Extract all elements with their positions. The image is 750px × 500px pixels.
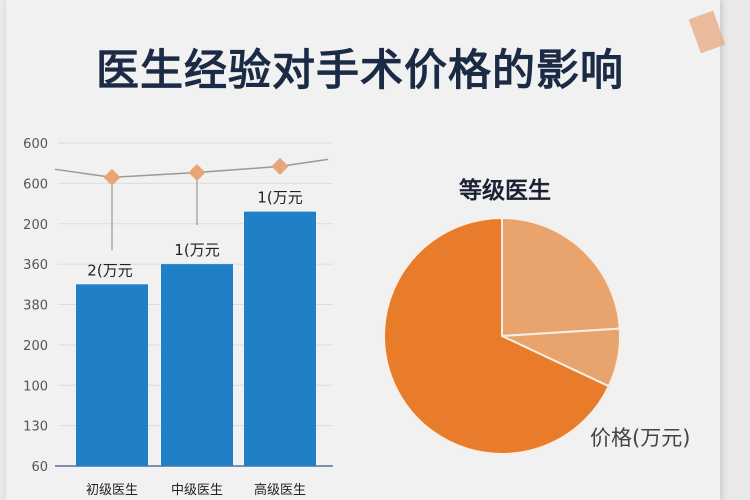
line-marker <box>271 157 289 175</box>
y-tick-label: 600 <box>23 177 48 192</box>
bar <box>76 284 148 466</box>
pie-title: 等级医生 <box>459 177 551 204</box>
bar-data-label: 1(万元 <box>257 189 302 207</box>
pie-slice <box>383 216 611 455</box>
y-tick-label: 200 <box>23 339 48 354</box>
y-tick-label: 60 <box>31 460 48 475</box>
y-tick-label: 130 <box>23 420 48 435</box>
page-title: 医生经验对手术价格的影响 <box>96 46 624 96</box>
x-tick-label: 初级医生 <box>86 483 138 498</box>
line-marker <box>103 168 121 186</box>
pie-slice <box>501 216 621 338</box>
y-tick-label: 380 <box>23 299 48 314</box>
x-tick-label: 高级医生 <box>254 482 306 498</box>
line-marker <box>188 163 206 181</box>
bar <box>244 211 316 466</box>
bar-data-label: 2(万元 <box>87 261 132 279</box>
bar <box>161 264 233 466</box>
y-tick-label: 200 <box>23 218 48 233</box>
y-tick-label: 600 <box>23 137 48 152</box>
y-tick-label: 100 <box>23 379 48 394</box>
x-tick-label: 中级医生 <box>171 483 223 498</box>
bar-data-label: 1(万元 <box>174 241 219 259</box>
y-tick-label: 360 <box>23 258 48 273</box>
pie-legend-label: 价格(万元) <box>590 426 690 450</box>
